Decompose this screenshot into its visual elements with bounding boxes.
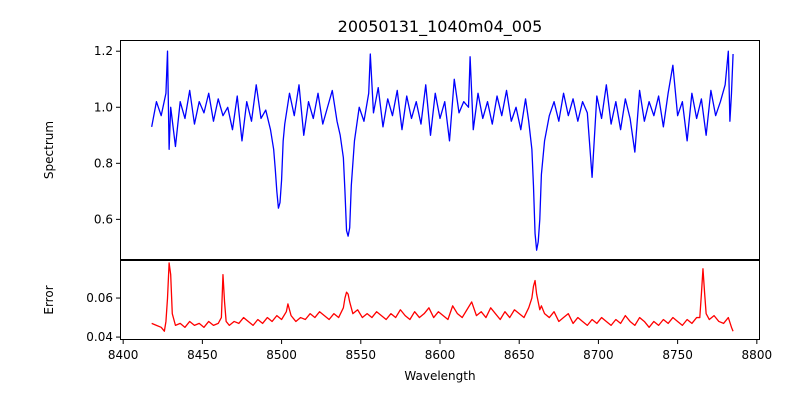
chart-title: 20050131_1040m04_005 [338,17,543,37]
error-y-tick-label: 0.06 [86,291,113,305]
error-line-layer [151,262,734,332]
x-tick-label: 8600 [425,348,456,362]
spectrum-axes-frame [120,40,760,260]
x-tick-label: 8700 [583,348,614,362]
error-y-tick-label: 0.04 [86,330,113,344]
x-axis-label: Wavelength [404,369,475,383]
spectrum-y-ticks: 0.6 0.8 1.0 1.2 [94,44,120,226]
spectrum-panel: 0.6 0.8 1.0 1.2 Spectrum [42,40,760,260]
spectrum-line-layer [151,50,734,251]
spectrum-y-tick-label: 0.8 [94,156,113,170]
error-y-ticks: 0.04 0.06 [86,291,120,344]
error-series-line [151,262,734,332]
spectrum-y-tick-label: 1.0 [94,100,113,114]
spectrum-series-line [151,50,734,251]
x-tick-label: 8800 [742,348,773,362]
error-axes-frame [120,260,760,340]
wavelength-x-ticks: 8400 8450 8500 8550 8600 8650 8700 8750 8800 [108,340,772,362]
x-tick-label: 8650 [504,348,535,362]
spectrum-y-tick-label: 1.2 [94,44,113,58]
spectrum-y-axis-label: Spectrum [42,121,56,179]
x-tick-label: 8550 [346,348,377,362]
x-tick-label: 8500 [266,348,297,362]
error-panel: 0.04 0.06 8400 8450 8500 8550 8600 8650 8700 875… [42,260,772,383]
x-tick-label: 8750 [662,348,693,362]
x-tick-label: 8450 [187,348,218,362]
error-y-axis-label: Error [42,285,56,314]
spectrum-y-tick-label: 0.6 [94,212,113,226]
x-tick-label: 8400 [108,348,139,362]
